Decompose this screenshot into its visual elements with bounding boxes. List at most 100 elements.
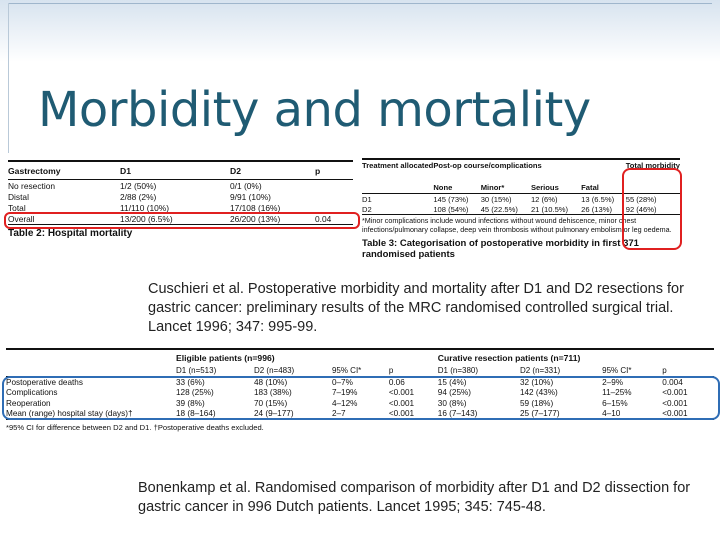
table3-header: Total morbidity: [625, 161, 680, 170]
table-row: D2 108 (54%) 45 (22.5%) 21 (10.5%) 26 (1…: [362, 204, 680, 215]
table4-cell: Postoperative deaths: [6, 377, 83, 387]
table3-cell: D2: [362, 204, 372, 214]
table4-cell: <0.001: [662, 409, 688, 419]
table4-subheader: [6, 365, 176, 377]
table4-cell: 25 (7–177): [519, 409, 560, 419]
table3-cell: 12 (6%): [530, 194, 558, 204]
slide-header-band: [0, 0, 720, 62]
table2-caption-text: Table 2: Hospital mortality: [8, 228, 133, 239]
table2-cell: [315, 191, 353, 202]
table3-cell: 30 (15%): [480, 194, 512, 204]
table4-footnote: *95% CI for difference between D2 and D1…: [6, 423, 264, 432]
table4-cell: 70 (15%): [253, 398, 288, 408]
table4-group-header: Eligible patients (n=996): [176, 352, 275, 363]
table2-header: Gastrectomy: [8, 161, 120, 180]
table2-cell: 13/200 (6.5%): [120, 213, 173, 224]
table4-cell: 0–7%: [331, 377, 353, 387]
table3-subheader: Minor*: [480, 181, 531, 194]
table4-cell: Complications: [6, 388, 58, 398]
table4-cell: 0.004: [662, 377, 683, 387]
table4-grid: Eligible patients (n=996) Curative resec…: [6, 348, 714, 420]
highlight-bonenkamp-rows: [2, 376, 720, 420]
table-hospital-mortality: Gastrectomy D1 D2 p No resection 1/2 (50…: [8, 160, 353, 239]
table4-cell: 24 (9–177): [253, 409, 294, 419]
table2-caption: Table 2: Hospital mortality: [8, 228, 353, 239]
table-row: Reoperation 39 (8%) 70 (15%) 4–12% <0.00…: [6, 398, 714, 409]
table4-cell: 94 (25%): [437, 388, 472, 398]
table4-subheader: D2 (n=483): [253, 365, 332, 377]
table4-cell: 48 (10%): [253, 377, 288, 387]
table4-group-header: [6, 349, 176, 365]
table4-cell: <0.001: [388, 409, 415, 419]
table4-cell: 4–12%: [331, 398, 358, 408]
table4-cell: Reoperation: [6, 398, 51, 408]
table4-cell: 16 (7–143): [437, 409, 478, 419]
table2-cell: Distal: [8, 191, 29, 202]
table3-subheader: Serious: [530, 181, 582, 194]
table3-cell: D1: [362, 194, 372, 204]
table4-cell: <0.001: [662, 398, 688, 408]
table-row: Distal 2/88 (2%) 9/91 (10%): [8, 191, 353, 202]
table3-cell: 145 (73%): [433, 194, 469, 204]
table2-cell: 11/110 (10%): [120, 202, 170, 213]
left-rule: [8, 3, 9, 153]
table4-cell: 4–10: [602, 409, 621, 419]
table4-cell: <0.001: [662, 388, 688, 398]
table-row: No resection 1/2 (50%) 0/1 (0%): [8, 180, 353, 192]
table4-cell: <0.001: [388, 398, 415, 408]
table2-cell: 26/200 (13%): [230, 213, 281, 224]
table3-cell: 55 (28%): [625, 194, 657, 204]
table3-subheader: None: [433, 181, 481, 194]
table3-header: Treatment allocated: [362, 161, 434, 170]
table3-cell: 92 (46%): [625, 204, 657, 214]
table-row: Total 11/110 (10%) 17/108 (16%): [8, 202, 353, 213]
reference-bonenkamp: Bonenkamp et al. Randomised comparison o…: [138, 480, 691, 515]
table-row: D1 145 (73%) 30 (15%) 12 (6%) 13 (6.5%) …: [362, 194, 680, 205]
table3-caption-text: Table 3: Categorisation of postoperative…: [362, 238, 639, 260]
table4-subheader: 95% CI*: [602, 365, 663, 377]
table3-subheader: [625, 181, 680, 194]
table2-cell: Total: [8, 202, 26, 213]
table3-cell: 108 (54%): [433, 204, 469, 214]
table4-subheader: p: [662, 365, 714, 377]
table4-cell: 18 (8–164): [176, 409, 216, 419]
table3-subheader: [362, 181, 434, 194]
table2-header: D1: [120, 161, 230, 180]
table2-cell: Overall: [8, 213, 35, 224]
table3-cell: 13 (6.5%): [581, 194, 615, 204]
table2-cell: No resection: [8, 180, 56, 191]
table2-cell: 2/88 (2%): [120, 191, 157, 202]
table4-cell: 32 (10%): [519, 377, 554, 387]
table4-subheader: D1 (n=513): [176, 365, 254, 377]
slide-title: Morbidity and mortality: [38, 82, 591, 138]
table4-subheader: D1 (n=380): [437, 365, 520, 377]
highlight-overall-row: [4, 212, 360, 229]
table4-group-header: Curative resection patients (n=711): [437, 352, 581, 363]
table4-cell: 128 (25%): [176, 388, 214, 398]
table4-subheader: 95% CI*: [331, 365, 389, 377]
table4-cell: 0.06: [388, 377, 405, 387]
highlight-total-morbidity-column: [622, 168, 682, 250]
table3-grid: Treatment allocated Post-op course/compl…: [362, 158, 680, 215]
table2-cell: 0/1 (0%): [230, 180, 262, 191]
table-row: Overall 13/200 (6.5%) 26/200 (13%) 0.04: [8, 213, 353, 225]
table4-cell: 142 (43%): [519, 388, 558, 398]
header-rule: [8, 3, 712, 4]
table2-cell: 9/91 (10%): [230, 191, 271, 202]
table3-cell: 45 (22.5%): [480, 204, 518, 214]
table-row: Postoperative deaths 33 (6%) 48 (10%) 0–…: [6, 377, 714, 388]
table4-cell: Mean (range) hospital stay (days)†: [6, 409, 133, 419]
table4-cell: 7–19%: [331, 388, 358, 398]
table-bonenkamp: Eligible patients (n=996) Curative resec…: [6, 348, 714, 432]
table2-cell: 17/108 (16%): [230, 202, 281, 213]
table4-cell: 39 (8%): [176, 398, 205, 408]
table3-cell: 21 (10.5%): [530, 204, 569, 214]
table-postop-morbidity: Treatment allocated Post-op course/compl…: [362, 158, 680, 260]
table-row: Mean (range) hospital stay (days)† 18 (8…: [6, 409, 714, 420]
table4-subheader: D2 (n=331): [519, 365, 603, 377]
table4-cell: 15 (4%): [437, 377, 467, 387]
table4-cell: 59 (18%): [519, 398, 554, 408]
table4-subheader: p: [388, 365, 438, 377]
table3-caption: Table 3: Categorisation of postoperative…: [362, 238, 680, 260]
table2-header: D2: [230, 161, 315, 180]
